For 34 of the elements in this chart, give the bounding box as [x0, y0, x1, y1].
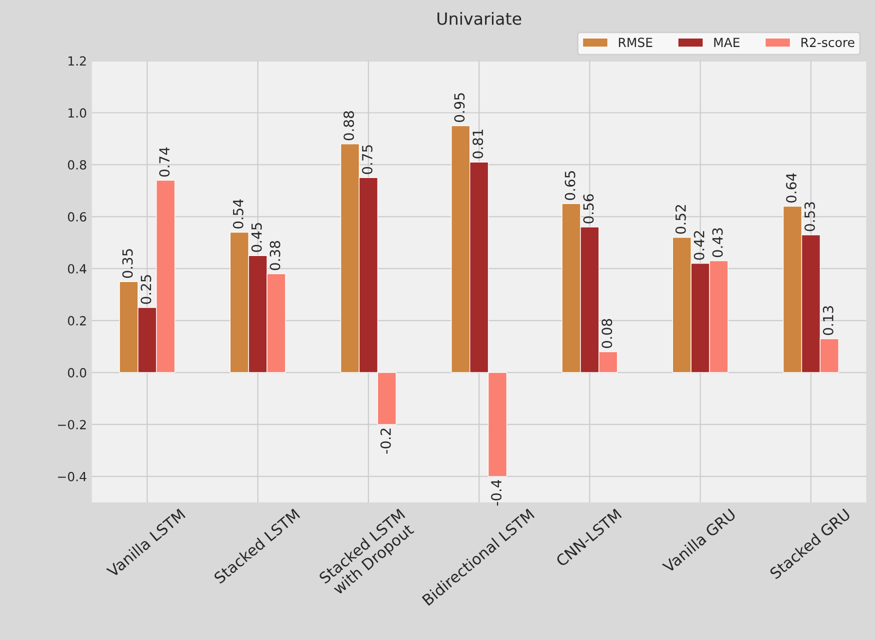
data-label: 0.64	[786, 173, 797, 203]
legend-label: R2-score	[801, 38, 854, 48]
data-label: 0.75	[362, 145, 372, 174]
y-tick-label: −0.2	[58, 420, 86, 430]
y-tick-label: 1.2	[68, 56, 86, 66]
data-label: -0.4	[491, 480, 502, 506]
data-label: 0.56	[583, 194, 594, 224]
y-tick-label: −0.4	[58, 472, 86, 482]
data-label: 0.88	[344, 111, 354, 140]
data-label: 0.95	[454, 93, 465, 122]
data-label: 0.08	[602, 318, 612, 348]
data-label: 0.42	[694, 231, 704, 260]
y-tick-label: 0.4	[68, 264, 86, 274]
data-label: 0.35	[122, 249, 133, 278]
data-label: 0.65	[564, 171, 576, 200]
data-label: 0.53	[804, 202, 815, 232]
y-tick-label: 1.0	[68, 108, 86, 118]
data-label: 0.43	[712, 228, 723, 258]
y-tick-label: 0.6	[68, 212, 86, 222]
data-label: 0.52	[675, 205, 686, 234]
y-tick-label: 0.2	[68, 316, 86, 326]
legend-label: RMSE	[618, 38, 652, 48]
data-label: 0.74	[159, 147, 170, 177]
data-label: 0.45	[251, 223, 262, 252]
data-label: 0.54	[232, 199, 244, 229]
data-label: 0.81	[472, 130, 484, 158]
data-label: 0.38	[270, 241, 280, 270]
y-tick-label: 0.0	[68, 368, 86, 378]
data-label: -0.2	[380, 428, 391, 454]
chart-title: Univariate	[438, 12, 522, 25]
legend-label: MAE	[714, 38, 740, 47]
data-label: 0.13	[822, 306, 834, 336]
data-label: 0.25	[140, 275, 152, 304]
y-tick-label: 0.8	[68, 160, 86, 170]
